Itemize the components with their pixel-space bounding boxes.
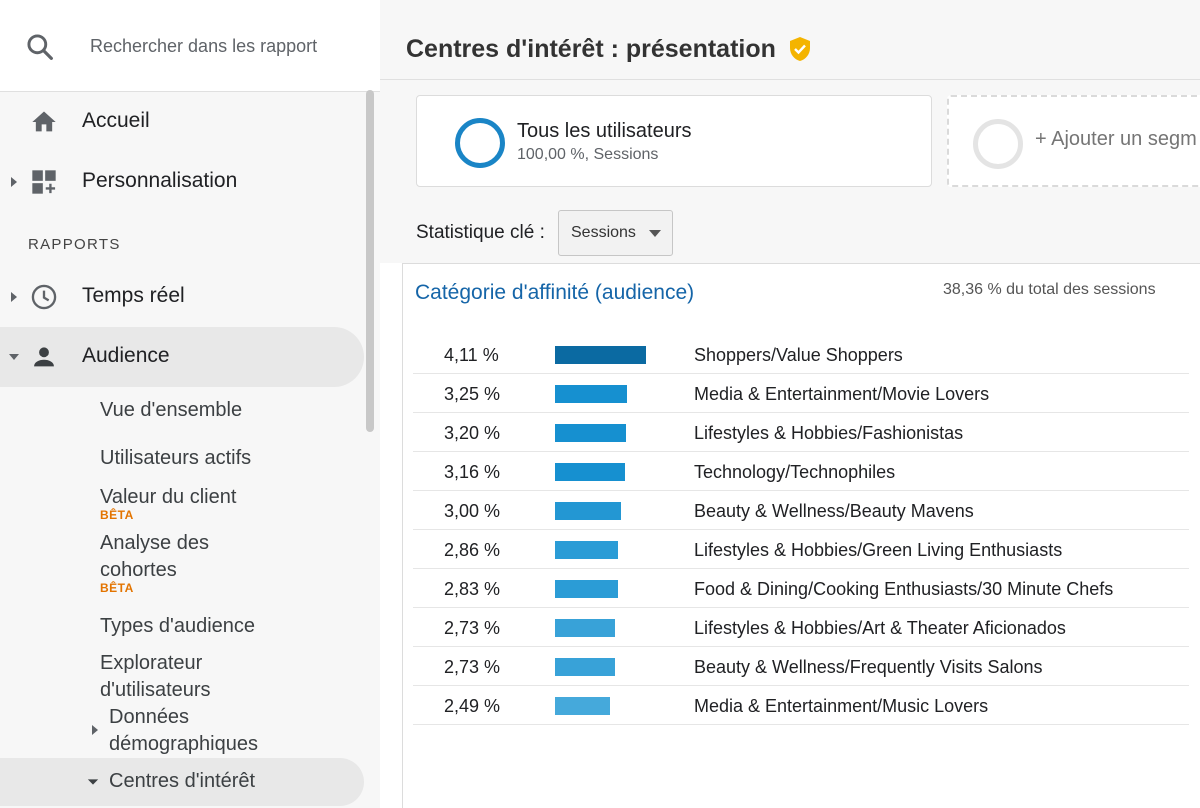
row-percentage: 3,16 %	[444, 462, 501, 482]
beta-badge: BÊTA	[100, 581, 134, 595]
table-row[interactable]: 3,25 % Media & Entertainment/Movie Lovers	[413, 374, 1189, 413]
table-row[interactable]: 3,00 % Beauty & Wellness/Beauty Mavens	[413, 491, 1189, 530]
segment-circle-icon	[455, 118, 505, 168]
row-bar	[555, 541, 618, 559]
sidebar-item-label: Personnalisation	[82, 169, 238, 192]
home-icon	[32, 111, 56, 132]
row-category[interactable]: Lifestyles & Hobbies/Fashionistas	[694, 423, 964, 443]
sidebar-subitem-demographics[interactable]: Données	[109, 706, 190, 728]
row-bar	[555, 697, 610, 715]
row-percentage: 3,20 %	[444, 423, 501, 443]
row-bar	[555, 346, 646, 364]
sidebar-subitem-cohort-analysis-line2[interactable]: cohortes	[100, 559, 177, 581]
row-bar	[555, 502, 621, 520]
sidebar-subitem-user-explorer[interactable]: Explorateur	[100, 652, 203, 674]
sidebar-subitem-demographics-line2[interactable]: démographiques	[109, 733, 258, 755]
add-segment-button[interactable]: + Ajouter un segm	[947, 95, 1200, 187]
row-percentage: 4,11 %	[444, 345, 499, 365]
segment-bar: Tous les utilisateurs 100,00 %, Sessions…	[380, 80, 1200, 263]
metric-dropdown[interactable]: Sessions	[558, 210, 673, 256]
row-bar	[555, 658, 615, 676]
row-percentage: 2,86 %	[444, 540, 501, 560]
row-category[interactable]: Technology/Technophiles	[694, 462, 896, 482]
row-percentage: 2,49 %	[444, 696, 501, 716]
page-title: Centres d'intérêt : présentation	[406, 35, 776, 63]
row-category[interactable]: Lifestyles & Hobbies/Art & Theater Afici…	[694, 618, 1066, 638]
caret-right-icon[interactable]	[8, 174, 20, 190]
main-content: Centres d'intérêt : présentation Tous le…	[380, 0, 1200, 808]
sidebar-item-customization[interactable]: Personnalisation	[0, 152, 364, 212]
row-percentage: 2,73 %	[444, 618, 501, 638]
dropdown-arrow-icon	[649, 230, 661, 237]
dashboard-add-icon	[32, 170, 56, 194]
caret-down-icon[interactable]	[87, 775, 99, 789]
section-title-reports: RAPPORTS	[28, 236, 121, 253]
affinity-panel: Catégorie d'affinité (audience) 38,36 % …	[402, 263, 1200, 808]
table-row[interactable]: 3,20 % Lifestyles & Hobbies/Fashionistas	[413, 413, 1189, 452]
sidebar-subitem-audience-types[interactable]: Types d'audience	[100, 615, 256, 637]
segment-detail: 100,00 %, Sessions	[517, 146, 659, 163]
row-category[interactable]: Shoppers/Value Shoppers	[694, 345, 903, 365]
sidebar-subitem-cohort-analysis[interactable]: Analyse des	[100, 532, 209, 554]
segment-card[interactable]: Tous les utilisateurs 100,00 %, Sessions	[416, 95, 932, 187]
clock-icon	[31, 284, 57, 310]
row-bar	[555, 580, 618, 598]
row-bar	[555, 463, 625, 481]
search-input[interactable]	[90, 32, 360, 60]
sidebar-item-audience[interactable]: Audience	[0, 327, 364, 387]
sidebar-subitem-overview[interactable]: Vue d'ensemble	[100, 399, 243, 421]
caret-right-icon[interactable]	[8, 289, 20, 305]
sidebar-item-realtime[interactable]: Temps réel	[0, 267, 364, 327]
table-row[interactable]: 2,83 % Food & Dining/Cooking Enthusiasts/…	[413, 569, 1189, 608]
sidebar-scrollbar[interactable]	[366, 90, 374, 432]
row-bar	[555, 619, 615, 637]
row-percentage: 2,73 %	[444, 657, 501, 677]
sidebar: Accueil Personnalisation RAPPORTS Temps …	[0, 0, 380, 808]
sidebar-subitem-active-users[interactable]: Utilisateurs actifs	[100, 447, 252, 469]
caret-down-icon[interactable]	[8, 349, 20, 365]
row-percentage: 3,00 %	[444, 501, 501, 521]
row-category[interactable]: Beauty & Wellness/Frequently Visits Salo…	[694, 657, 1043, 677]
segment-name: Tous les utilisateurs	[517, 120, 692, 142]
affinity-total: 38,36 % du total des sessions	[943, 281, 1156, 298]
affinity-title[interactable]: Catégorie d'affinité (audience)	[415, 281, 695, 304]
sidebar-subitem-interests-highlight[interactable]	[0, 758, 364, 806]
metric-dropdown-value: Sessions	[571, 224, 636, 241]
row-category[interactable]: Media & Entertainment/Music Lovers	[694, 696, 989, 716]
table-row[interactable]: 3,16 % Technology/Technophiles	[413, 452, 1189, 491]
sidebar-item-label: Audience	[82, 344, 170, 367]
table-row[interactable]: 2,86 % Lifestyles & Hobbies/Green Living …	[413, 530, 1189, 569]
empty-segment-circle-icon	[973, 119, 1023, 169]
metric-label: Statistique clé :	[416, 222, 545, 243]
table-row[interactable]: 2,49 % Media & Entertainment/Music Lovers	[413, 686, 1189, 725]
row-bar	[555, 385, 627, 403]
header: Centres d'intérêt : présentation	[380, 0, 1200, 80]
beta-badge: BÊTA	[100, 508, 134, 522]
sidebar-subitem-interests[interactable]: Centres d'intérêt	[109, 770, 256, 792]
row-percentage: 2,83 %	[444, 579, 501, 599]
table-row[interactable]: 2,73 % Beauty & Wellness/Frequently Visit…	[413, 647, 1189, 686]
row-bar	[555, 424, 626, 442]
sidebar-item-label: Temps réel	[82, 284, 185, 307]
row-category[interactable]: Media & Entertainment/Movie Lovers	[694, 384, 990, 404]
caret-right-icon[interactable]	[89, 723, 101, 737]
sidebar-subitem-user-explorer-line2[interactable]: d'utilisateurs	[100, 679, 211, 701]
sidebar-subitem-client-value[interactable]: Valeur du client	[100, 486, 237, 508]
row-category[interactable]: Lifestyles & Hobbies/Green Living Enthus…	[694, 540, 1063, 560]
row-category[interactable]: Food & Dining/Cooking Enthusiasts/30 Min…	[694, 579, 1114, 599]
table-row[interactable]: 2,73 % Lifestyles & Hobbies/Art & Theater…	[413, 608, 1189, 647]
sidebar-item-label: Accueil	[82, 109, 150, 132]
search-icon[interactable]	[24, 31, 56, 63]
add-segment-label: + Ajouter un segm	[1035, 128, 1197, 150]
sidebar-item-home[interactable]: Accueil	[0, 92, 364, 152]
verified-shield-icon	[790, 37, 810, 61]
row-percentage: 3,25 %	[444, 384, 501, 404]
row-category[interactable]: Beauty & Wellness/Beauty Mavens	[694, 501, 974, 521]
person-icon	[34, 347, 54, 367]
search-bar	[0, 0, 380, 92]
table-row[interactable]: 4,11 % Shoppers/Value Shoppers	[413, 335, 1189, 374]
